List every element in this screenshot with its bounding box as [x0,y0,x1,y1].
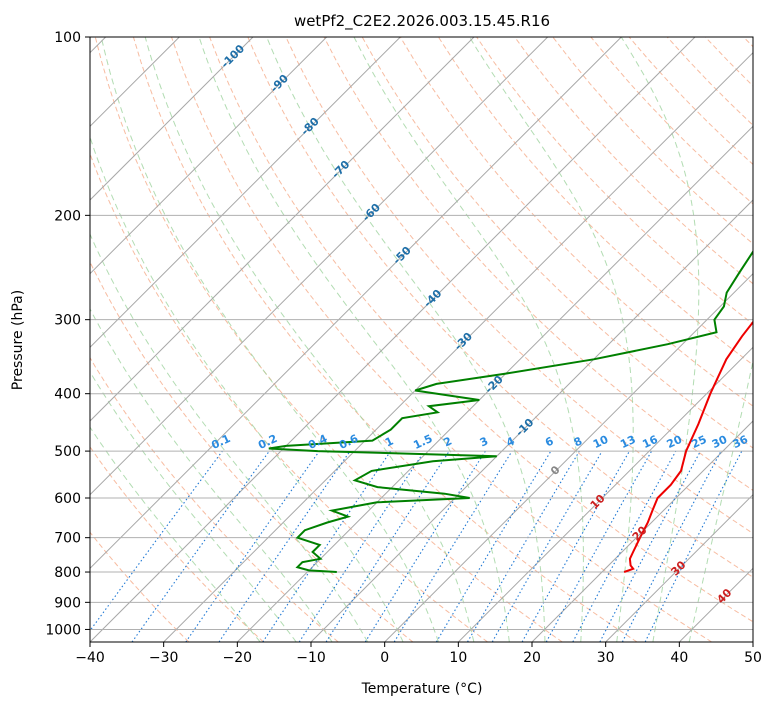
isotherm-line [163,51,753,642]
dry-adiabat [323,37,753,491]
isotherm-line [90,37,475,422]
x-tick-label: 0 [380,650,389,666]
moist-adiabat [90,308,333,642]
temperature-profile-line [623,320,753,573]
mixing-ratio-line [298,450,425,642]
isotherm-line [310,199,753,642]
mixing-ratio-label: 16 [640,433,660,451]
mixing-ratio-line [218,450,351,642]
isotherm-line [90,37,622,570]
isotherm-line [90,37,401,349]
x-tick-label: 10 [449,650,467,666]
mixing-ratio-label: 13 [618,433,637,451]
y-tick-label: 300 [54,313,81,329]
plot-frame [89,36,754,643]
y-tick-label: 900 [54,595,81,611]
moist-adiabat [144,37,475,642]
mixing-ratio-label: 36 [731,433,751,451]
dry-adiabat [90,446,264,642]
moist-adiabat [100,37,439,642]
mixing-ratio-line [644,450,743,642]
y-tick-label: 800 [54,565,81,581]
mixing-ratio-line [185,450,320,642]
profile-series [268,249,753,573]
moist-adiabat [688,358,753,642]
dewpoint-profile-line [268,249,753,573]
x-tick-label: −40 [75,650,105,666]
isotherm-line [90,37,696,642]
isotherm-line [752,641,753,642]
moist-adiabat [90,370,297,642]
y-tick-label: 700 [54,531,81,547]
dry-adiabat [285,37,753,535]
x-tick-label: 50 [744,650,762,666]
isotherm-line [457,346,753,642]
x-tick-label: −20 [223,650,253,666]
dry-adiabat [90,531,190,642]
dry-adiabat [399,37,753,407]
dry-adiabat [94,37,563,642]
isotherm-line [236,125,753,642]
isotherm-line [90,37,254,201]
plot-area-background [90,37,753,642]
dry-adiabat [90,152,488,642]
mixing-ratio-label: 10 [591,433,611,451]
mixing-ratio-line [545,450,653,642]
mixing-ratio-line [393,450,513,642]
y-tick-label: 500 [54,444,81,460]
y-axis-label: Pressure (hPa) [10,290,26,390]
dry-adiabat [437,37,753,366]
axes: −40 −30 −20 −10 0 10 20 30 40 50 1000 900 800 700 600 5… [45,30,762,666]
mixing-ratio-line [90,450,223,632]
chart-title: wetPf2_C2E2.2026.003.15.45.R16 [294,12,550,31]
y-tick-label: 200 [54,208,81,224]
mixing-ratio-line [521,450,630,642]
dry-adiabat [361,37,753,449]
dry-adiabat [171,37,712,642]
dry-adiabat [247,37,753,578]
mixing-ratio-line [131,450,270,642]
dry-adiabat [209,37,753,623]
y-tick-label: 1000 [45,622,81,638]
x-tick-label: 40 [670,650,688,666]
pressure-gridlines [90,37,753,630]
mixing-ratio-line [325,450,450,642]
moist-adiabat [90,426,261,642]
mixing-ratio-label: 25 [689,433,708,451]
x-tick-label: −10 [296,650,326,666]
mixing-ratio-line [572,450,677,642]
moist-adiabat [266,37,546,642]
isotherm-line [90,37,549,496]
moist-adiabat [620,37,700,642]
x-tick-label: 20 [523,650,541,666]
y-tick-label: 400 [54,387,81,403]
moist-adiabat [90,135,404,642]
moist-adiabat [198,37,510,642]
mixing-ratio-line [262,450,392,642]
isotherm-line [605,493,753,642]
mixing-ratio-label: 30 [710,433,730,451]
moist-adiabat [90,232,369,642]
x-axis-label: Temperature (°C) [361,681,483,697]
isotherm-line [531,420,753,642]
isotherm-line [90,37,328,275]
dry-adiabat [90,356,339,642]
mixing-ratio-label: 20 [665,433,685,451]
x-tick-label: 30 [597,650,615,666]
dry-adiabat [514,37,753,285]
y-tick-label: 600 [54,491,81,507]
background-lines [90,37,753,642]
moist-adiabat [353,37,584,642]
dry-adiabat [132,37,638,642]
y-tick-label: 100 [54,30,81,46]
x-tick-label: −30 [149,650,179,666]
